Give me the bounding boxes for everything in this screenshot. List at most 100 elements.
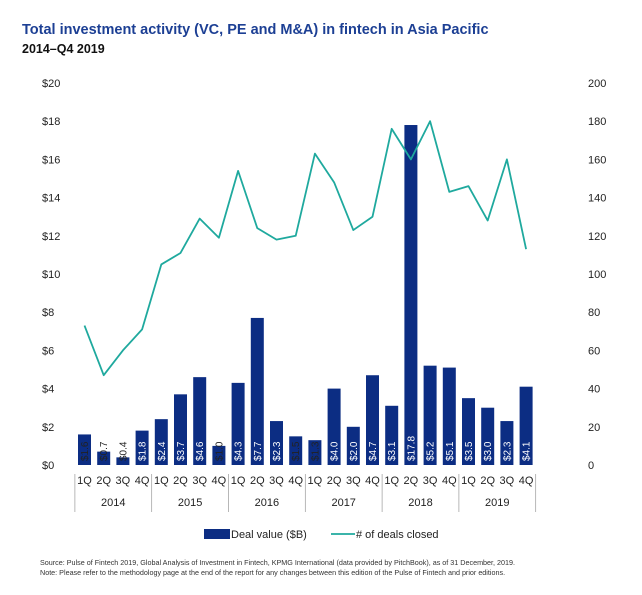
bar [500, 421, 514, 465]
bar [308, 440, 322, 465]
bar-value-label: $1.6 [80, 441, 91, 461]
bar [462, 398, 475, 465]
x-axis-tick-label: 1Q [384, 475, 399, 487]
x-axis-tick-label: 3Q [269, 475, 284, 487]
x-axis-tick-label: 2Q [404, 475, 419, 487]
right-axis-tick-label: 0 [588, 460, 594, 472]
bar-value-label: $2.3 [502, 441, 513, 461]
bar-value-label: $1.8 [138, 441, 149, 461]
bar-value-label: $2.4 [157, 441, 168, 461]
x-axis-tick-label: 3Q [423, 475, 438, 487]
x-axis-tick-label: 3Q [500, 475, 515, 487]
bar [135, 430, 149, 465]
left-axis-tick-label: $20 [42, 78, 60, 90]
left-axis-tick-label: $14 [42, 193, 60, 205]
bar [231, 382, 245, 465]
methodology-note: Note: Please refer to the methodology pa… [40, 568, 506, 577]
bar-value-label: $1.0 [214, 441, 225, 461]
bar [366, 375, 379, 465]
legend-swatch-deal-value [204, 529, 230, 539]
bar-value-label: $4.3 [234, 441, 245, 461]
right-axis-tick-label: 140 [588, 193, 606, 205]
x-axis-tick-label: 1Q [231, 475, 246, 487]
year-label: 2015 [178, 497, 202, 509]
year-label: 2018 [408, 497, 432, 509]
left-axis-tick-label: $6 [42, 345, 54, 357]
right-axis-tick-label: 100 [588, 269, 606, 281]
x-axis-tick-label: 4Q [288, 475, 303, 487]
bar [385, 405, 399, 465]
chart-title: Total investment activity (VC, PE and M&… [22, 22, 489, 38]
x-axis-tick-label: 1Q [154, 475, 169, 487]
bar [193, 377, 207, 465]
bar [174, 394, 187, 465]
x-axis-tick-label: 4Q [135, 475, 150, 487]
bar [212, 445, 226, 465]
year-label: 2017 [331, 497, 355, 509]
x-axis-tick-label: 1Q [308, 475, 323, 487]
bar-value-label: $3.1 [387, 441, 398, 461]
bar-value-label: $5.1 [445, 441, 456, 461]
bar-value-label: $1.5 [291, 441, 302, 461]
x-axis-tick-label: 3Q [192, 475, 207, 487]
bar [78, 434, 91, 465]
bar [519, 386, 533, 465]
left-axis-tick-label: $12 [42, 231, 60, 243]
left-axis-tick-label: $10 [42, 269, 60, 281]
bar [250, 317, 264, 465]
right-axis-tick-label: 120 [588, 231, 606, 243]
bar [442, 367, 456, 465]
x-axis-tick-label: 2Q [250, 475, 265, 487]
x-axis-tick-label: 1Q [461, 475, 476, 487]
right-axis-tick-label: 180 [588, 116, 606, 128]
bar [404, 125, 418, 466]
bar-value-label: $4.7 [368, 441, 379, 461]
deals-line [83, 120, 527, 377]
bar-value-label: $3.5 [464, 441, 475, 461]
x-axis-tick-label: 2Q [96, 475, 111, 487]
x-axis-tick-label: 2Q [480, 475, 495, 487]
year-label: 2016 [255, 497, 279, 509]
x-axis-tick-label: 4Q [442, 475, 457, 487]
bar [116, 457, 130, 465]
bar-value-label: $17.8 [406, 436, 417, 461]
bar [97, 451, 111, 465]
bar-value-label: $0.4 [118, 441, 129, 461]
bar [481, 407, 495, 465]
x-axis-tick-label: 3Q [116, 475, 131, 487]
bar [289, 436, 303, 465]
bar-value-label: $0.7 [99, 441, 110, 461]
right-axis-tick-label: 160 [588, 154, 606, 166]
x-axis-tick-label: 4Q [365, 475, 380, 487]
x-axis-tick-label: 4Q [519, 475, 534, 487]
bar-value-label: $3.0 [483, 441, 494, 461]
footnotes: Source: Pulse of Fintech 2019, Global An… [40, 558, 630, 578]
bar-value-label: $1.3 [310, 441, 321, 461]
left-axis-tick-label: $8 [42, 307, 54, 319]
left-axis-tick-label: $18 [42, 116, 60, 128]
left-axis-tick-label: $4 [42, 384, 54, 396]
year-label: 2019 [485, 497, 509, 509]
right-axis-tick-label: 20 [588, 422, 600, 434]
bar-value-label: $2.3 [272, 441, 283, 461]
right-axis-tick-label: 60 [588, 345, 600, 357]
bar [327, 388, 341, 465]
left-axis-tick-label: $2 [42, 422, 54, 434]
source-note: Source: Pulse of Fintech 2019, Global An… [40, 558, 516, 567]
bar-value-label: $4.6 [195, 441, 206, 461]
x-axis-tick-label: 2Q [173, 475, 188, 487]
bar-value-label: $4.1 [522, 441, 533, 461]
right-axis-tick-label: 80 [588, 307, 600, 319]
x-axis-tick-label: 3Q [346, 475, 361, 487]
chart-subtitle: 2014–Q4 2019 [22, 42, 105, 56]
bar-value-label: $4.0 [330, 441, 341, 461]
bar [154, 419, 168, 465]
bar [270, 421, 283, 465]
legend-label-deal-value: Deal value ($B) [231, 529, 307, 541]
left-axis-tick-label: $16 [42, 154, 60, 166]
bar [423, 365, 437, 465]
bar-value-label: $5.2 [426, 441, 437, 461]
bar [346, 426, 360, 465]
x-axis-tick-label: 4Q [212, 475, 227, 487]
